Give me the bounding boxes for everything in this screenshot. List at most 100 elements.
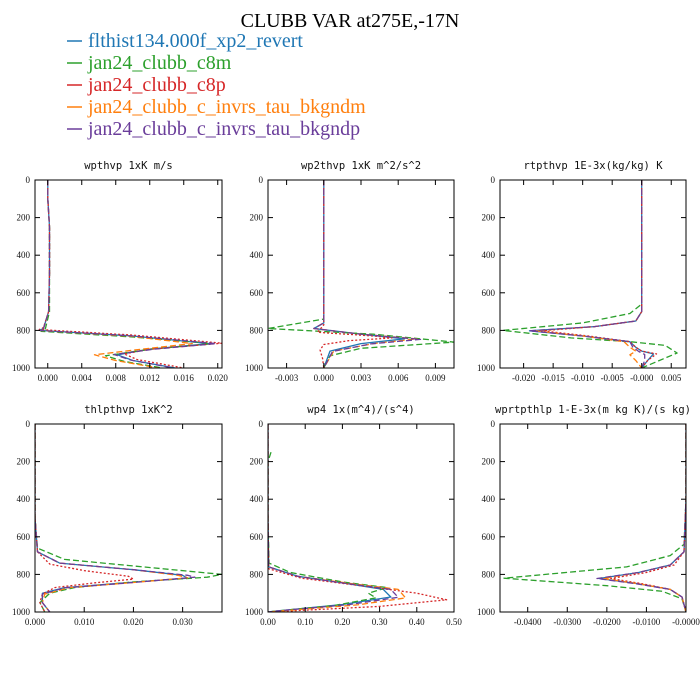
legend-label: jan24_clubb_c8m [87,52,232,74]
y-tick-label: 800 [17,569,31,579]
x-tick-label: 0.003 [351,373,372,383]
panel-title: rtpthvp 1E-3x(kg/kg) K [523,160,663,172]
series-line-3 [540,180,658,368]
x-tick-label: 0.00 [260,617,276,627]
series-group [268,424,448,612]
plot-frame [267,423,455,613]
series-line-1 [268,424,392,612]
panel-3: rtpthvp 1E-3x(kg/kg) K 0 200 400 600 800 1000 -… [477,160,687,383]
legend: flthist134.000f_xp2_revertjan24_clubb_c8… [67,30,366,140]
y-tick-label: 1000 [477,363,496,373]
plot-frame [34,423,223,613]
legend-entry: jan24_clubb_c8m [67,52,232,74]
legend-entry: jan24_clubb_c8p [67,74,226,96]
legend-label: flthist134.000f_xp2_revert [88,30,303,52]
y-tick-label: 600 [482,532,496,542]
x-tick-label: -0.0400 [514,617,542,627]
y-tick-label: 0 [259,175,264,185]
legend-entry: flthist134.000f_xp2_revert [67,30,303,52]
x-tick-label: -0.0100 [633,617,661,627]
x-tick-label: -0.020 [512,373,536,383]
x-tick-label: 0.000 [38,373,59,383]
x-tick-label: -0.0200 [593,617,621,627]
y-tick-label: 200 [250,457,264,467]
y-tick-label: 600 [17,532,31,542]
series-line-2 [502,180,678,368]
series-line-5 [268,424,399,612]
y-tick-label: 800 [250,569,264,579]
series-line-2 [35,424,222,612]
x-tick-label: 0.50 [446,617,462,627]
x-tick-label: 0.005 [661,373,682,383]
x-tick-label: 0.020 [208,373,229,383]
x-tick-label: -0.0300 [553,617,581,627]
y-tick-label: 800 [17,325,31,335]
series-line-5 [528,180,646,368]
y-tick-label: 600 [17,288,31,298]
series-group [35,424,222,612]
y-tick-label: 400 [482,494,496,504]
y-tick-label: 600 [482,288,496,298]
x-tick-label: 0.020 [123,617,144,627]
x-tick-label: -0.005 [601,373,625,383]
y-tick-label: 600 [250,532,264,542]
series-group [268,180,454,368]
y-tick-label: 600 [250,288,264,298]
series-line-5 [35,424,196,612]
legend-label: jan24_clubb_c8p [87,74,226,96]
y-tick-label: 0 [26,419,31,429]
series-line-5 [313,180,422,368]
series-line-3 [38,180,222,368]
y-tick-label: 400 [250,494,264,504]
y-tick-label: 200 [17,457,31,467]
panel-title: wp2thvp 1xK m^2/s^2 [301,160,421,172]
series-line-2 [503,424,686,612]
x-tick-label: 0.30 [372,617,388,627]
legend-entry: jan24_clubb_c_invrs_tau_bkgndm [67,96,366,118]
y-tick-label: 800 [482,325,496,335]
series-line-4 [602,424,686,612]
y-tick-label: 200 [17,213,31,223]
plot-frame [499,423,687,613]
x-tick-label: 0.009 [425,373,446,383]
y-tick-label: 1000 [245,363,264,373]
series-group [38,180,222,368]
x-tick-label: 0.012 [140,373,160,383]
x-tick-label: 0.004 [72,373,93,383]
y-tick-label: 0 [491,175,496,185]
y-tick-label: 1000 [12,607,31,617]
x-tick-label: -0.010 [571,373,595,383]
panel-2: wp2thvp 1xK m^2/s^2 0 200 400 600 800 1000 -0.0… [245,160,455,383]
x-tick-label: 0.40 [409,617,425,627]
y-tick-label: 400 [17,250,31,260]
x-tick-label: 0.016 [174,373,195,383]
y-tick-label: 200 [482,457,496,467]
series-line-2 [268,452,388,612]
y-tick-label: 200 [482,213,496,223]
x-tick-label: -0.000 [630,373,654,383]
y-tick-label: 0 [26,175,31,185]
panel-title: wprtpthlp 1-E-3x(m kg K)/(s kg) [495,404,691,416]
x-tick-label: 0.20 [335,617,351,627]
panel-title: wp4 1x(m^4)/(s^4) [307,404,414,416]
y-tick-label: 800 [250,325,264,335]
legend-label: jan24_clubb_c_invrs_tau_bkgndp [87,118,360,140]
y-tick-label: 400 [482,250,496,260]
y-tick-label: 200 [250,213,264,223]
x-tick-label: 0.030 [173,617,194,627]
panel-title: thlpthvp 1xK^2 [84,404,173,416]
panel-1: wpthvp 1xK m/s 0 200 400 600 800 1000 0.000 0.00… [12,160,228,383]
y-tick-label: 0 [491,419,496,429]
x-tick-label: 0.10 [297,617,313,627]
x-tick-label: 0.006 [388,373,409,383]
series-line-5 [596,424,686,612]
x-tick-label: 0.000 [314,373,335,383]
y-tick-label: 400 [17,494,31,504]
series-line-4 [534,180,643,368]
y-tick-label: 1000 [12,363,31,373]
series-line-3 [316,180,393,368]
